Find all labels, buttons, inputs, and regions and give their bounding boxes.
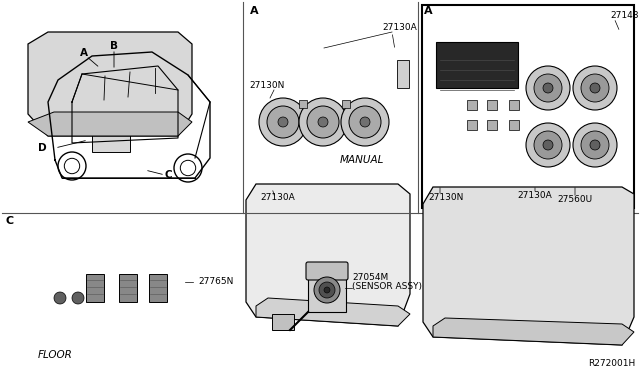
- Bar: [487, 120, 497, 130]
- Circle shape: [314, 277, 340, 303]
- Circle shape: [526, 66, 570, 110]
- Text: (SENSOR ASSY): (SENSOR ASSY): [352, 282, 422, 291]
- Polygon shape: [433, 318, 634, 345]
- Circle shape: [526, 123, 570, 167]
- Circle shape: [324, 287, 330, 293]
- Polygon shape: [423, 187, 634, 345]
- Circle shape: [349, 106, 381, 138]
- Circle shape: [278, 117, 288, 127]
- Circle shape: [319, 282, 335, 298]
- Circle shape: [573, 123, 617, 167]
- Text: D: D: [38, 143, 46, 153]
- Circle shape: [573, 66, 617, 110]
- Text: B: B: [110, 41, 118, 51]
- Bar: [342, 100, 350, 108]
- Bar: [509, 120, 519, 130]
- Circle shape: [534, 131, 562, 159]
- Bar: [436, 42, 518, 88]
- Bar: [272, 314, 294, 330]
- Text: A: A: [80, 48, 88, 58]
- Text: 27130A: 27130A: [518, 192, 552, 201]
- Polygon shape: [28, 32, 192, 136]
- Text: A: A: [250, 6, 259, 16]
- Text: C: C: [164, 170, 172, 180]
- Circle shape: [581, 74, 609, 102]
- Circle shape: [259, 98, 307, 146]
- Circle shape: [581, 131, 609, 159]
- Text: 27130A: 27130A: [260, 193, 295, 202]
- Polygon shape: [256, 298, 410, 326]
- Bar: [308, 270, 346, 312]
- Circle shape: [318, 117, 328, 127]
- Text: MANUAL: MANUAL: [340, 155, 384, 165]
- Bar: [108, 94, 140, 110]
- Circle shape: [341, 98, 389, 146]
- Circle shape: [307, 106, 339, 138]
- Text: 27560U: 27560U: [557, 196, 593, 205]
- Circle shape: [543, 140, 553, 150]
- Bar: [397, 60, 409, 88]
- Bar: [92, 134, 130, 152]
- Bar: [422, 5, 634, 208]
- Bar: [487, 100, 497, 110]
- Text: A: A: [424, 6, 433, 16]
- Bar: [467, 120, 477, 130]
- Circle shape: [590, 83, 600, 93]
- Text: 27130A: 27130A: [382, 23, 417, 32]
- Text: C: C: [5, 216, 13, 226]
- Text: 27130N: 27130N: [249, 81, 284, 90]
- Bar: [149, 274, 167, 302]
- Circle shape: [543, 83, 553, 93]
- Text: 27054M: 27054M: [352, 273, 388, 282]
- Circle shape: [590, 140, 600, 150]
- FancyBboxPatch shape: [306, 262, 348, 280]
- Text: 27148: 27148: [610, 12, 639, 20]
- Polygon shape: [28, 112, 192, 136]
- Circle shape: [54, 292, 66, 304]
- Bar: [86, 274, 104, 302]
- Circle shape: [360, 117, 370, 127]
- Circle shape: [72, 292, 84, 304]
- Text: 27130N: 27130N: [428, 193, 463, 202]
- Bar: [467, 100, 477, 110]
- Bar: [509, 100, 519, 110]
- Circle shape: [534, 74, 562, 102]
- Text: FLOOR: FLOOR: [38, 350, 73, 360]
- Polygon shape: [246, 184, 410, 326]
- Text: R272001H: R272001H: [588, 359, 635, 368]
- Bar: [119, 274, 137, 302]
- Circle shape: [267, 106, 299, 138]
- Bar: [299, 100, 307, 108]
- Text: 27765N: 27765N: [198, 278, 234, 286]
- Circle shape: [299, 98, 347, 146]
